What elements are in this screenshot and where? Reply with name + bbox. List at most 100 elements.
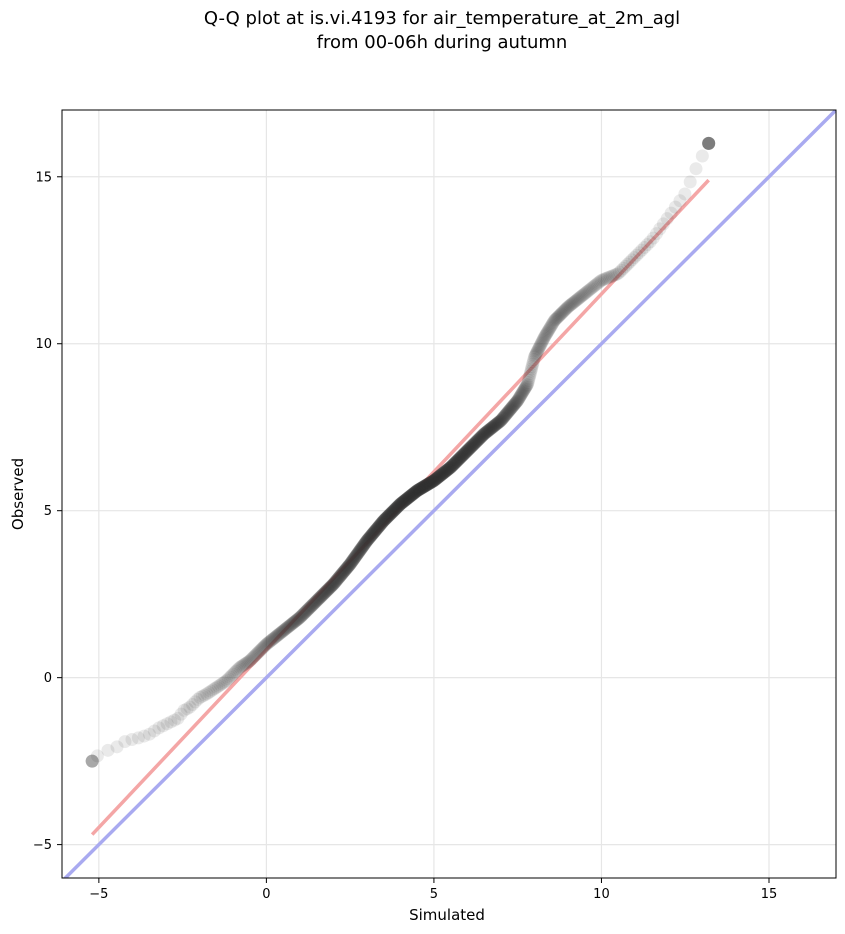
data-point: [345, 555, 359, 569]
data-point: [540, 326, 554, 340]
data-point: [424, 475, 438, 489]
data-point: [318, 586, 332, 600]
data-point: [206, 683, 220, 697]
data-point: [443, 461, 457, 475]
y-axis-label: Observed: [9, 458, 27, 530]
data-point: [385, 505, 399, 519]
data-point: [458, 446, 472, 460]
data-point: [363, 530, 377, 544]
data-point: [496, 411, 510, 425]
data-point: [396, 495, 410, 509]
data-point: [359, 535, 373, 549]
data-point: [386, 504, 400, 518]
data-point: [398, 494, 412, 508]
data-point: [501, 405, 515, 419]
data-point: [415, 481, 429, 495]
data-point: [477, 427, 491, 441]
data-point: [342, 558, 356, 572]
data-point: [328, 576, 342, 590]
data-point: [251, 645, 265, 659]
data-point: [346, 553, 360, 567]
data-point: [457, 447, 471, 461]
data-point: [536, 332, 550, 346]
data-point: [330, 573, 344, 587]
data-point: [532, 342, 546, 356]
data-point: [607, 268, 621, 282]
data-point: [234, 660, 248, 674]
data-point: [308, 595, 322, 609]
data-point: [361, 533, 375, 547]
data-point: [348, 550, 362, 564]
data-point: [365, 528, 379, 542]
data-point: [359, 534, 373, 548]
data-point: [232, 662, 246, 676]
data-point: [511, 393, 525, 407]
data-point: [221, 672, 235, 686]
data-point: [286, 616, 300, 630]
data-point: [492, 415, 506, 429]
data-point: [441, 462, 455, 476]
data-point: [452, 452, 466, 466]
data-point: [311, 593, 325, 607]
data-point: [473, 431, 487, 445]
data-point: [314, 590, 328, 604]
data-point: [574, 289, 588, 303]
data-point: [331, 572, 345, 586]
data-point: [621, 257, 635, 271]
data-point: [264, 634, 278, 648]
data-point: [515, 386, 529, 400]
data-point: [342, 559, 356, 573]
data-point: [519, 379, 533, 393]
data-point: [295, 608, 309, 622]
data-point: [299, 604, 313, 618]
data-point: [348, 551, 362, 565]
data-point: [380, 511, 394, 525]
data-point: [402, 490, 416, 504]
data-point: [355, 541, 369, 555]
data-point: [408, 486, 422, 500]
data-point: [193, 690, 207, 704]
data-point: [487, 419, 501, 433]
data-point: [501, 405, 515, 419]
data-point: [421, 477, 435, 491]
data-point: [382, 508, 396, 522]
data-point: [164, 715, 178, 729]
data-point: [293, 611, 307, 625]
data-point: [514, 389, 528, 403]
data-point: [683, 175, 697, 189]
data-point: [361, 532, 375, 546]
data-point: [420, 478, 434, 492]
data-point: [423, 476, 437, 490]
data-point: [395, 496, 409, 510]
data-point: [475, 429, 489, 443]
data-point: [326, 578, 340, 592]
data-point: [348, 551, 362, 565]
data-point: [425, 475, 439, 489]
data-point: [702, 136, 716, 150]
data-point: [404, 489, 418, 503]
data-point: [481, 424, 495, 438]
data-point: [110, 740, 124, 754]
data-point: [484, 421, 498, 435]
data-point: [226, 667, 240, 681]
data-point: [403, 490, 417, 504]
data-point: [604, 270, 618, 284]
data-point: [370, 522, 384, 536]
data-point: [337, 564, 351, 578]
x-tick-label: 5: [430, 887, 438, 902]
data-point: [361, 532, 375, 546]
data-point: [548, 313, 562, 327]
data-point: [412, 483, 426, 497]
data-point: [479, 425, 493, 439]
data-point: [306, 598, 320, 612]
data-point: [350, 547, 364, 561]
data-point: [508, 397, 522, 411]
data-point: [455, 449, 469, 463]
data-point: [240, 655, 254, 669]
data-point: [573, 290, 587, 304]
data-point: [474, 430, 488, 444]
data-point: [255, 641, 269, 655]
data-point: [398, 493, 412, 507]
data-point: [566, 296, 580, 310]
data-point: [281, 620, 295, 634]
